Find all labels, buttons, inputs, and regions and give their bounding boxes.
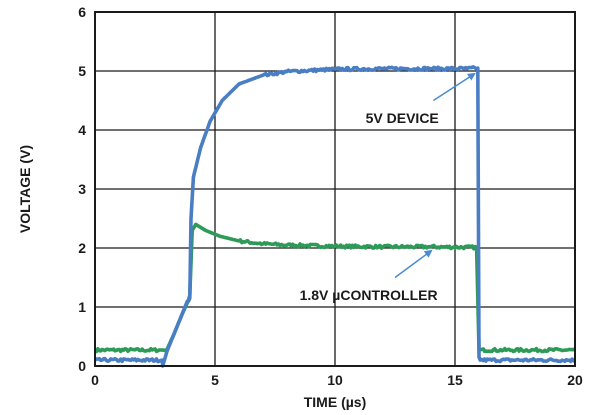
x-axis-label: TIME (µs) [304,394,367,410]
annotation-arrow [432,72,476,102]
plot-frame [94,11,576,367]
y-axis-label: VOLTAGE (V) [17,145,33,233]
annotation-label: 5V DEVICE [366,110,439,126]
y-tick-label: 6 [78,4,86,20]
y-tick-label: 3 [78,181,86,197]
y-tick-label: 5 [78,63,86,79]
series-line [93,65,576,368]
x-tick-label: 10 [327,372,343,388]
x-tick-label: 20 [567,372,583,388]
annotation-label: 1.8V µCONTROLLER [300,287,438,303]
y-tick-label: 1 [78,299,86,315]
grid [95,12,575,366]
y-tick-label: 2 [78,240,86,256]
series-layer [93,65,576,368]
x-tick-label: 15 [447,372,463,388]
y-tick-label: 4 [78,122,86,138]
y-tick-label: 0 [78,358,86,374]
x-tick-label: 5 [211,372,219,388]
x-tick-label: 0 [91,372,99,388]
annotations: 5V DEVICE 1.8V µCONTROLLER [300,72,476,303]
annotation-arrow [394,249,433,279]
x-tick-labels: 0 5 10 15 20 [91,372,583,388]
y-tick-labels: 0 1 2 3 4 5 6 [78,4,86,374]
